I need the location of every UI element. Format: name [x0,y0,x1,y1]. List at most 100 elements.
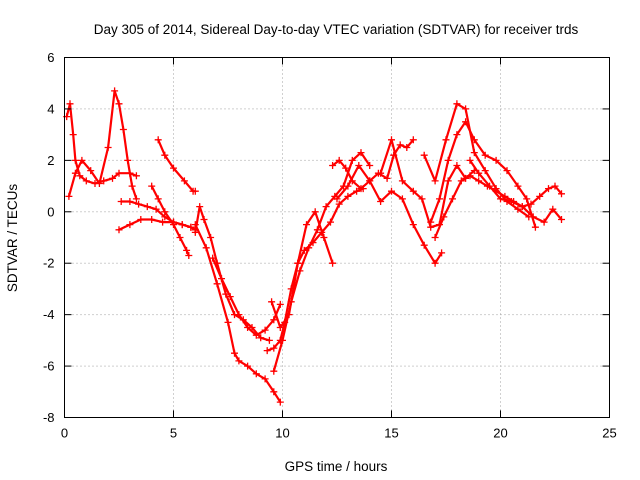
data-point [235,357,243,365]
data-point [76,172,84,180]
data-point [117,198,125,205]
data-point [444,156,452,164]
data-point [483,182,491,190]
data-point [540,218,548,226]
series-track-12 [270,149,374,375]
data-point [329,162,337,169]
data-point [207,234,215,241]
data-point [398,177,406,185]
series-trace [194,205,271,342]
data-point [453,131,461,139]
data-point [357,149,365,157]
data-point [126,221,134,229]
data-point [170,164,177,172]
data-series [63,87,565,406]
data-point [518,203,526,211]
data-point [279,336,286,344]
data-point [82,177,90,185]
data-point [180,177,188,185]
data-point [514,205,522,213]
data-point [501,192,509,200]
data-point [191,228,199,236]
data-point [449,195,456,203]
data-point [148,216,156,223]
data-point [357,185,365,193]
data-point [126,198,134,205]
data-point [100,177,108,185]
data-point [398,195,406,203]
data-point [124,156,132,164]
data-point [344,182,352,190]
data-point [161,208,169,216]
data-point [348,156,356,164]
x-tick-label: 5 [170,426,177,441]
series-trace [272,151,371,373]
data-point [119,126,127,133]
data-point [137,216,145,223]
data-point [420,151,428,159]
data-point [492,187,500,195]
data-point [523,195,531,203]
data-point [440,213,448,221]
data-point [318,228,326,236]
data-point [78,156,86,164]
y-tick-label: 2 [47,153,54,168]
data-point [344,192,352,200]
data-point [148,182,156,190]
data-point [95,180,103,187]
data-point [261,326,269,334]
data-point [231,349,238,357]
plot-frame [64,57,610,418]
data-point [287,285,295,293]
data-point [327,218,334,226]
data-point [311,208,319,216]
data-point [252,370,260,378]
y-tick-label: -2 [43,256,55,271]
x-tick-label: 15 [384,426,398,441]
data-point [213,280,221,288]
data-point [109,174,116,182]
data-point [128,182,136,190]
data-point [431,259,439,267]
data-point [261,375,269,383]
data-point [268,298,276,306]
data-point [104,144,112,151]
data-point [161,151,169,159]
data-point [187,223,195,231]
data-point [527,200,535,208]
data-point [470,136,478,144]
data-point [87,167,95,175]
data-point [202,244,210,252]
chart-title: Day 305 of 2014, Sidereal Day-to-day VTE… [94,22,579,37]
data-point [154,195,162,203]
data-point [438,249,446,257]
data-point [442,136,450,144]
data-point [536,192,544,200]
data-point [152,205,160,213]
data-point [427,218,435,226]
data-point [252,331,260,339]
axis-ticks: 0 5 10 15 20 25 -8 -6 -4 -2 0 2 4 6 [43,50,617,441]
data-point [549,205,557,213]
data-point [178,221,186,229]
data-point [529,213,537,221]
data-point [475,169,483,177]
data-point [176,234,184,241]
data-point [257,334,265,342]
y-tick-label: -6 [43,359,55,374]
data-point [453,100,461,108]
data-point [457,177,465,185]
series-track-15 [377,136,478,231]
data-point [453,162,461,169]
data-point [191,187,199,195]
series-track-6 [154,136,199,195]
series-track-7 [191,203,273,344]
data-point [185,252,193,259]
data-point [333,195,341,203]
x-tick-label: 0 [61,426,68,441]
data-point [303,221,310,229]
data-point [263,347,271,355]
x-tick-label: 10 [275,426,289,441]
data-point [71,169,79,177]
data-point [545,185,552,193]
